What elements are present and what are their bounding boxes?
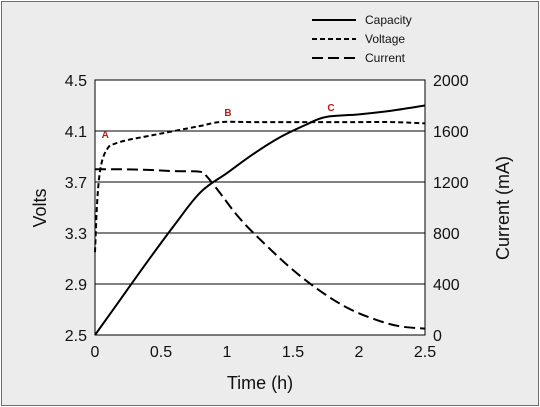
y-right-tick-label: 800	[433, 226, 460, 243]
x-tick-label: 1	[223, 344, 232, 361]
legend-label-capacity: Capacity	[365, 13, 412, 27]
legend-label-current: Current	[365, 51, 406, 65]
y-left-tick-label: 2.9	[65, 277, 87, 294]
point-annotations: A B C	[102, 103, 335, 141]
series-line-voltage	[94, 120, 426, 253]
point-label-b: B	[224, 108, 231, 119]
y-right-tick-label: 1600	[433, 124, 469, 141]
y-right-tick-label: 1200	[433, 175, 469, 192]
series-line-capacity	[94, 104, 426, 336]
x-tick-label: 2	[355, 344, 364, 361]
y-right-tick-label: 400	[433, 277, 460, 294]
y-axis-right-title: Current (mA)	[493, 156, 513, 260]
tick-labels: 0 0.5 1 1.5 2 2.5 2.5 2.9 3.3 3.7 4.1 4.5 0 400 800 120…	[65, 73, 469, 361]
legend: Capacity Voltage Current	[312, 13, 412, 65]
y-left-tick-label: 4.1	[65, 124, 87, 141]
plot-border	[94, 79, 426, 336]
x-tick-label: 2.5	[414, 344, 436, 361]
x-tick-label: 0.5	[150, 344, 172, 361]
x-axis-title: Time (h)	[227, 373, 293, 393]
series-lines	[94, 104, 426, 336]
y-left-tick-label: 2.5	[65, 328, 87, 345]
legend-label-voltage: Voltage	[365, 32, 405, 46]
y-left-tick-label: 3.3	[65, 226, 87, 243]
plot-area	[95, 80, 425, 335]
point-label-c: C	[327, 103, 334, 114]
series-line-current	[94, 168, 426, 330]
y-right-tick-label: 0	[433, 328, 442, 345]
point-label-a: A	[102, 130, 109, 141]
y-right-tick-label: 2000	[433, 73, 469, 90]
y-left-tick-label: 4.5	[65, 73, 87, 90]
y-axis-left-title: Volts	[30, 188, 50, 227]
x-tick-label: 0	[91, 344, 100, 361]
y-left-tick-label: 3.7	[65, 175, 87, 192]
gridlines	[95, 130, 425, 285]
x-tick-label: 1.5	[282, 344, 304, 361]
